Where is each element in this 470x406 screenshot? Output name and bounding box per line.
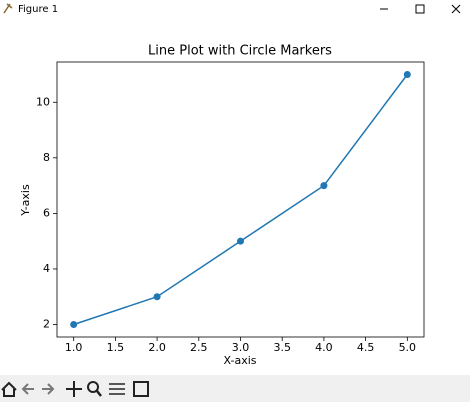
x-tick-label: 3.5	[273, 341, 291, 354]
y-tick-label: 4	[43, 262, 50, 275]
title-bar	[0, 0, 470, 18]
chart-title: Line Plot with Circle Markers	[148, 44, 332, 59]
y-tick-label: 10	[36, 95, 50, 108]
marker	[403, 71, 411, 78]
x-tick-label: 5.0	[399, 341, 417, 354]
y-tick-label: 2	[43, 318, 50, 331]
zoom-handle	[96, 390, 102, 397]
maximize-button[interactable]	[415, 4, 425, 14]
x-axis-label: X-axis	[224, 354, 257, 367]
save-button[interactable]	[133, 381, 149, 397]
close-button[interactable]	[451, 4, 461, 14]
marker	[153, 293, 161, 301]
x-tick-label: 4.5	[357, 341, 375, 354]
y-tick-label: 6	[43, 206, 50, 219]
y-axis-label: Y-axis	[19, 184, 32, 217]
y-tick-label: 8	[43, 151, 50, 164]
x-tick-label: 3.0	[232, 341, 250, 354]
forward-button[interactable]	[42, 383, 55, 395]
marker	[70, 321, 78, 328]
figure	[0, 18, 470, 375]
x-tick-label: 2.5	[190, 341, 208, 354]
zoom-button[interactable]	[87, 381, 99, 393]
marker	[320, 182, 328, 190]
app-icon	[3, 3, 13, 14]
home-button[interactable]	[1, 381, 17, 397]
x-tick-label: 4.0	[315, 341, 333, 354]
window-title: Figure 1	[18, 4, 58, 15]
configure-button[interactable]	[109, 383, 125, 395]
x-tick-label: 2.0	[148, 341, 166, 354]
x-tick-label: 1.5	[107, 341, 125, 354]
x-tick-label: 1.0	[65, 341, 83, 354]
marker	[237, 237, 244, 245]
back-button[interactable]	[21, 383, 34, 395]
pan-button[interactable]	[66, 381, 82, 397]
